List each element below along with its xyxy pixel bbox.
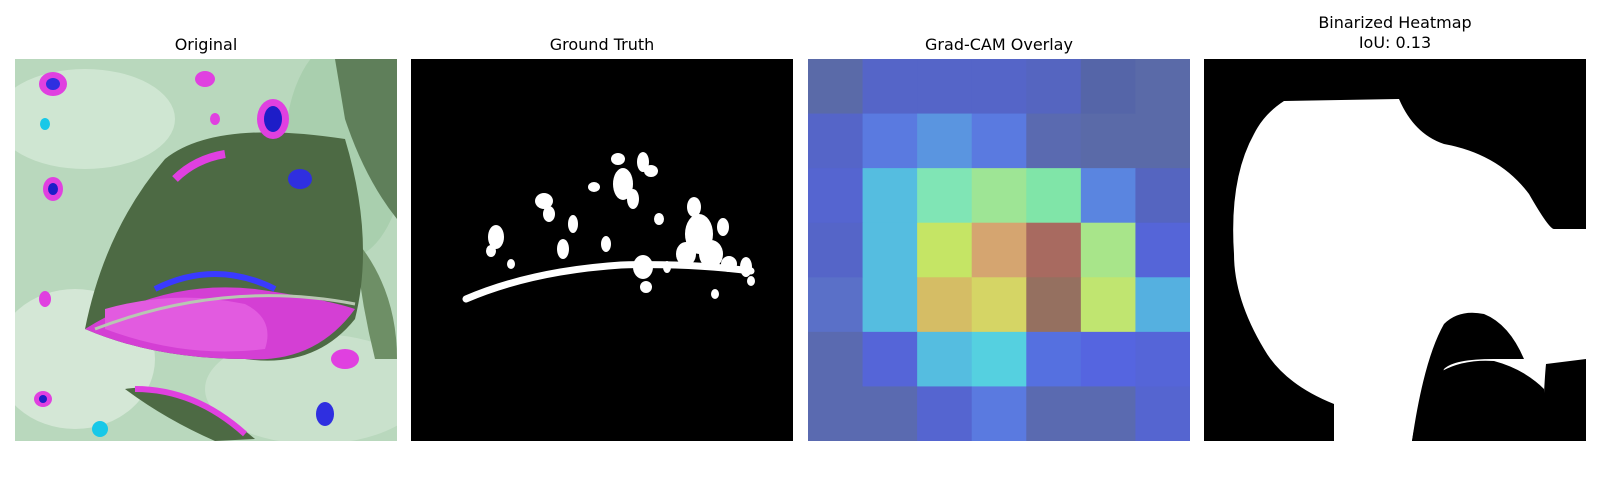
heatmap-cell (1026, 59, 1082, 115)
ground-truth-mask (411, 59, 793, 441)
heatmap-cell (1026, 331, 1082, 387)
panel-title-ground-truth: Ground Truth (549, 35, 655, 54)
heatmap-cell (1135, 113, 1190, 169)
heatmap-cell (971, 331, 1027, 387)
heatmap-cell (862, 168, 918, 224)
original-image-canvas (15, 59, 397, 441)
heatmap-cell (1135, 59, 1190, 115)
heatmap-cell (862, 222, 918, 278)
heatmap-cell (1080, 331, 1136, 387)
original-image (15, 59, 397, 441)
heatmap-cell (808, 386, 864, 441)
heatmap-cell (862, 331, 918, 387)
heatmap-cell (971, 59, 1027, 115)
heatmap-cell (862, 386, 918, 441)
gradcam-canvas (808, 59, 1190, 441)
heatmap-cell (917, 222, 973, 278)
heatmap-cell (808, 277, 864, 333)
heatmap-cell (917, 113, 973, 169)
heatmap-cell (917, 386, 973, 441)
ground-truth-canvas (411, 59, 793, 441)
heatmap-cell (1026, 277, 1082, 333)
panel-title-gradcam: Grad-CAM Overlay (925, 35, 1073, 54)
heatmap-cell (1135, 222, 1190, 278)
heatmap-cell (1080, 59, 1136, 115)
heatmap-cell (1080, 113, 1136, 169)
heatmap-cell (917, 331, 973, 387)
heatmap-cell (1080, 222, 1136, 278)
heatmap-cell (1135, 331, 1190, 387)
heatmap-cell (1080, 277, 1136, 333)
binarized-heatmap (1204, 59, 1586, 441)
heatmap-cell (808, 113, 864, 169)
heatmap-cell (1135, 168, 1190, 224)
gradcam-overlay (808, 59, 1190, 441)
binarized-heatmap-canvas (1204, 59, 1586, 441)
heatmap-cell (808, 59, 864, 115)
heatmap-cell (1026, 168, 1082, 224)
heatmap-cell (1080, 386, 1136, 441)
panel-title-binarized: Binarized Heatmap IoU: 0.13 (1204, 13, 1586, 53)
heatmap-cell (1080, 168, 1136, 224)
heatmap-cell (808, 222, 864, 278)
heatmap-cell (1026, 386, 1082, 441)
heatmap-cell (862, 277, 918, 333)
heatmap-cell (971, 113, 1027, 169)
heatmap-cell (862, 113, 918, 169)
heatmap-cell (808, 331, 864, 387)
heatmap-cell (971, 386, 1027, 441)
heatmap-cell (971, 277, 1027, 333)
heatmap-cell (971, 168, 1027, 224)
heatmap-cell (1026, 222, 1082, 278)
heatmap-cell (971, 222, 1027, 278)
iou-score: IoU: 0.13 (1358, 33, 1432, 52)
binarized-title-line: Binarized Heatmap (1318, 13, 1472, 32)
heatmap-cell (862, 59, 918, 115)
heatmap-cell (917, 277, 973, 333)
panel-title-original: Original (174, 35, 238, 54)
heatmap-cell (1026, 113, 1082, 169)
heatmap-cell (917, 168, 973, 224)
heatmap-cell (1135, 277, 1190, 333)
heatmap-cell (917, 59, 973, 115)
heatmap-cell (808, 168, 864, 224)
heatmap-cell (1135, 386, 1190, 441)
